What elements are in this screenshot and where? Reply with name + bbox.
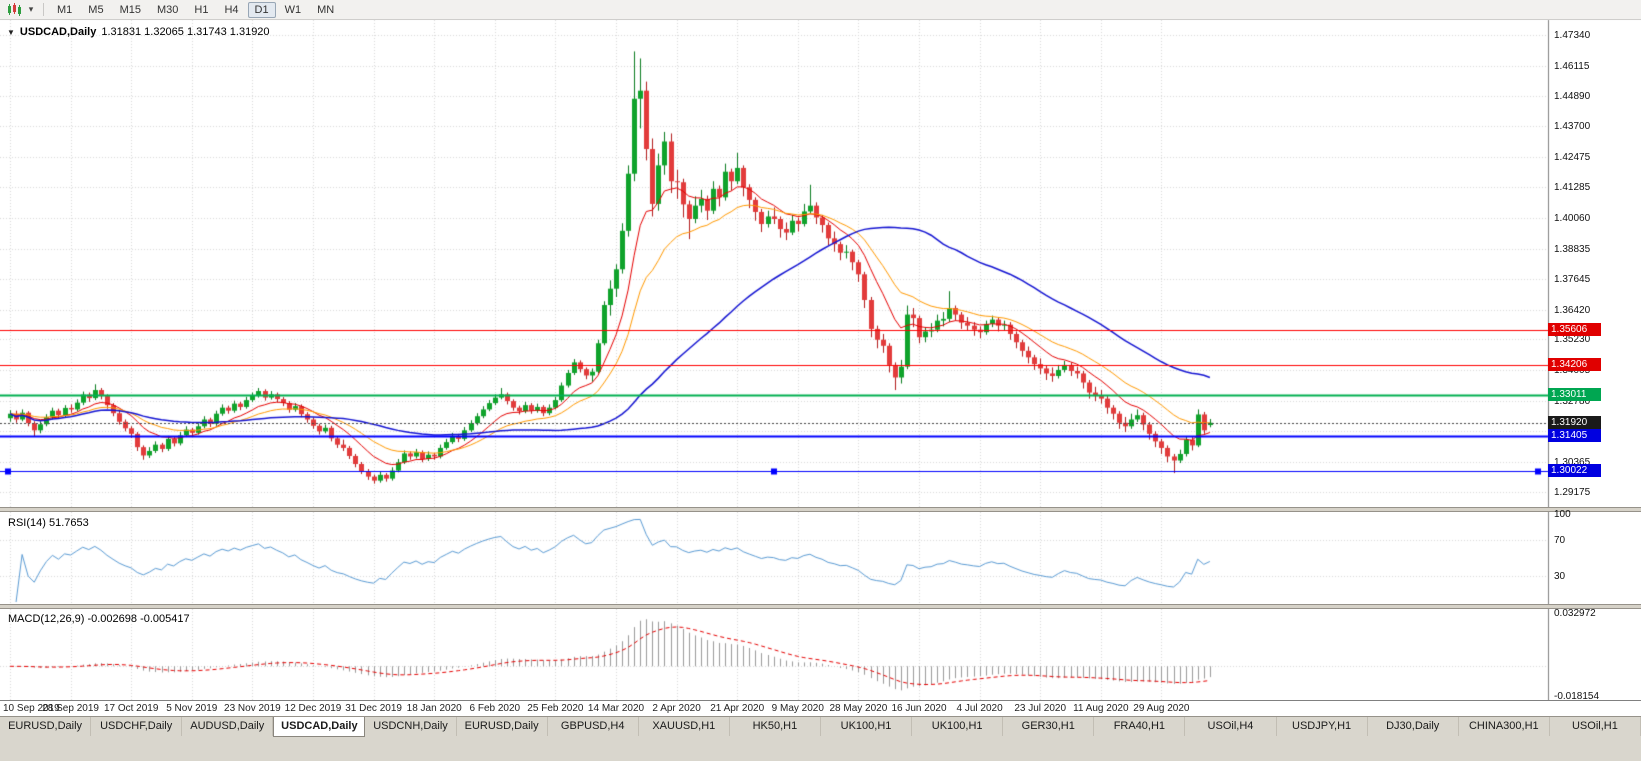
pane-divider[interactable]: [0, 604, 1641, 609]
macd-indicator-label: MACD(12,26,9) -0.002698 -0.005417: [8, 613, 190, 625]
rsi-axis-label: 70: [1554, 535, 1566, 547]
timeframe-button-M30[interactable]: M30: [156, 3, 179, 16]
date-axis-label: 17 Oct 2019: [103, 703, 159, 714]
price-axis-label: 1.38835: [1554, 243, 1591, 255]
tab-USDCNH-Daily[interactable]: USDCNH,Daily: [365, 717, 457, 736]
date-axis-label: 4 Jul 2020: [956, 703, 1003, 714]
timeframe-button-H1[interactable]: H1: [194, 3, 209, 16]
time-axis[interactable]: 10 Sep 2019 28 Sep 2019 17 Oct 2019 5 Nov 2…: [0, 700, 1641, 716]
date-axis-label: 9 May 2020: [771, 703, 824, 714]
date-axis-label: 28 May 2020: [829, 703, 888, 714]
price-axis[interactable]: 1.47340 1.46115 1.44890 1.43700 1.42475 1.412…: [1548, 20, 1641, 702]
macd-axis-label: 0.032972: [1554, 607, 1596, 619]
date-axis-label: 14 Mar 2020: [587, 703, 645, 714]
tab-HK50-H1[interactable]: HK50,H1: [730, 717, 821, 736]
tab-USDJPY-H1[interactable]: USDJPY,H1: [1277, 717, 1368, 736]
price-tag: 1.35606: [1548, 323, 1601, 337]
tab-UK100-H1[interactable]: UK100,H1: [912, 717, 1004, 736]
timeframe-button-W1[interactable]: W1: [284, 3, 302, 16]
chart-symbol-title: USDCAD,Daily: [19, 26, 97, 38]
date-axis-label: 29 Aug 2020: [1133, 703, 1190, 714]
timeframe-button-M5[interactable]: M5: [88, 3, 104, 16]
date-axis-label: 2 Apr 2020: [652, 703, 701, 714]
pane-divider[interactable]: [0, 507, 1641, 512]
price-tag: 1.30022: [1548, 463, 1601, 477]
tab-USOil-H1[interactable]: USOil,H1: [1550, 717, 1641, 736]
tab-GER30-H1[interactable]: GER30,H1: [1003, 717, 1095, 736]
tab-UK100-H1[interactable]: UK100,H1: [821, 717, 913, 736]
date-axis-label: 16 Jun 2020: [891, 703, 947, 714]
timeframe-button-H4[interactable]: H4: [224, 3, 239, 16]
date-axis-label: 23 Nov 2019: [224, 703, 281, 714]
timeframe-button-M1[interactable]: M1: [57, 3, 73, 16]
timeframe-button-MN[interactable]: MN: [317, 3, 335, 16]
tab-XAUUSD-H1[interactable]: XAUUSD,H1: [639, 717, 730, 736]
price-axis-label: 1.41285: [1554, 182, 1591, 194]
price-axis-label: 1.47340: [1554, 29, 1591, 41]
date-axis-label: 5 Nov 2019: [166, 703, 218, 714]
price-axis-label: 1.29175: [1554, 486, 1591, 498]
price-tag: 1.34206: [1548, 358, 1601, 372]
date-axis-label: 28 Sep 2019: [42, 703, 99, 714]
chart-tab-bar: EURUSD,Daily USDCHF,Daily AUDUSD,Daily USDC…: [0, 716, 1641, 761]
tab-USDCAD-Daily[interactable]: USDCAD,Daily: [273, 717, 366, 737]
date-axis-label: 21 Apr 2020: [710, 703, 765, 714]
rsi-axis-label: 30: [1554, 570, 1566, 582]
price-axis-label: 1.42475: [1554, 152, 1591, 164]
price-axis-label: 1.44890: [1554, 91, 1591, 103]
date-axis-label: 31 Dec 2019: [345, 703, 402, 714]
price-axis-label: 1.36420: [1554, 304, 1591, 316]
tab-EURUSD-Daily[interactable]: EURUSD,Daily: [457, 717, 548, 736]
date-axis-label: 25 Feb 2020: [527, 703, 584, 714]
timeframe-buttons: M1 M5 M15 M30 H1 H4 D1 W1 MN: [50, 1, 341, 18]
price-axis-label: 1.30365: [1554, 456, 1591, 468]
price-axis-label: 1.40060: [1554, 212, 1591, 224]
rsi-indicator-label: RSI(14) 51.7653: [8, 517, 89, 529]
price-tag: 1.31920: [1548, 415, 1601, 429]
tab-USDCHF-Daily[interactable]: USDCHF,Daily: [91, 717, 183, 736]
price-axis-label: 1.37645: [1554, 273, 1591, 285]
price-tag: 1.33011: [1548, 388, 1601, 402]
chevron-down-icon[interactable]: ▾: [28, 4, 34, 14]
price-axis-label: 1.35230: [1554, 334, 1591, 346]
price-axis-label: 1.32780: [1554, 396, 1591, 408]
price-axis-label: 1.46115: [1554, 60, 1590, 72]
date-axis-label: 6 Feb 2020: [469, 703, 521, 714]
timeframe-button-M15[interactable]: M15: [119, 3, 141, 16]
timeframe-button-D1[interactable]: D1: [247, 1, 276, 18]
date-axis-label: 12 Dec 2019: [284, 703, 342, 714]
chart-collapse-icon[interactable]: ▼: [7, 27, 15, 37]
chart-ohlc-values: 1.31831 1.32065 1.31743 1.31920: [101, 26, 270, 38]
date-axis-label: 18 Jan 2020: [406, 703, 462, 714]
chart-header: ▼ USDCAD,Daily 1.31831 1.32065 1.31743 1…: [7, 26, 270, 38]
date-axis-label: 10 Sep 2019: [3, 703, 60, 714]
tab-CHINA300-H1[interactable]: CHINA300,H1: [1459, 717, 1550, 736]
date-axis-label: 23 Jul 2020: [1014, 703, 1067, 714]
tab-FRA40-H1[interactable]: FRA40,H1: [1094, 717, 1186, 736]
rsi-axis-label: 100: [1554, 509, 1571, 520]
toolbar: ▾ M1 M5 M15 M30 H1 H4 D1 W1 MN: [0, 0, 1641, 20]
toolbar-separator: [43, 3, 44, 16]
tab-DJ30-Daily[interactable]: DJ30,Daily: [1368, 717, 1459, 736]
tab-EURUSD-Daily[interactable]: EURUSD,Daily: [0, 717, 92, 736]
candlestick-chart-icon[interactable]: [4, 2, 24, 18]
date-axis-label: 11 Aug 2020: [1073, 703, 1129, 714]
tab-AUDUSD-Daily[interactable]: AUDUSD,Daily: [182, 717, 274, 736]
tab-GBPUSD-H4[interactable]: GBPUSD,H4: [548, 717, 639, 736]
tab-USOil-H4[interactable]: USOil,H4: [1185, 717, 1277, 736]
price-axis-label: 1.43700: [1554, 121, 1591, 133]
macd-axis-label: -0.018154: [1554, 690, 1600, 702]
price-tag: 1.31405: [1548, 428, 1601, 442]
